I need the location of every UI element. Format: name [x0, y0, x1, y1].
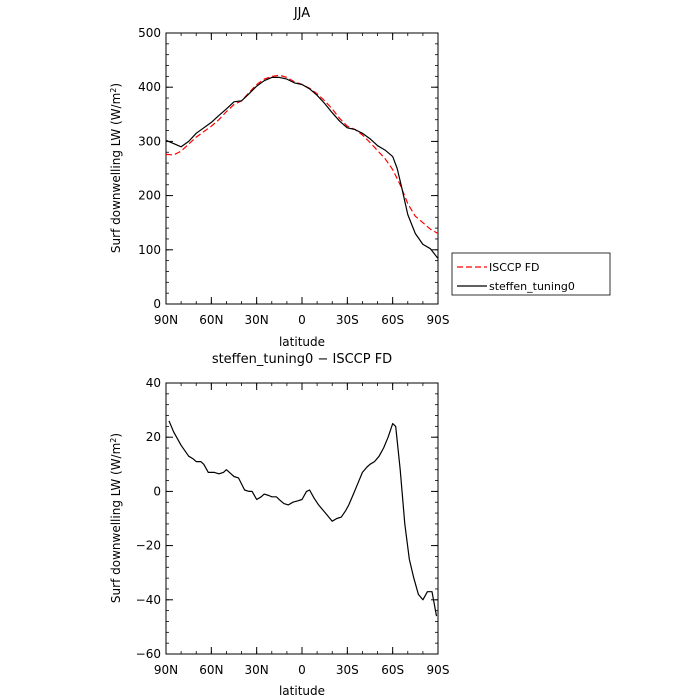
x-tick-label: 30S [336, 313, 359, 327]
series-line-steffen-tuning0 [165, 76, 439, 259]
upper-x-axis-label: latitude [279, 335, 325, 349]
lower-x-axis-label: latitude [279, 684, 325, 698]
upper-series-group [165, 74, 439, 259]
y-tick-label: 300 [138, 134, 161, 148]
x-tick-label: 90S [427, 663, 450, 677]
x-tick-label: 30N [245, 313, 269, 327]
upper-panel-title: JJA [293, 6, 310, 21]
legend-label-steffen: steffen_tuning0 [489, 280, 575, 293]
legend: ISCCP FD steffen_tuning0 [451, 252, 611, 296]
x-tick-label: 60N [199, 313, 223, 327]
lower-y-axis-label: Surf downwelling LW (W/m2) [109, 433, 124, 603]
y-tick-label: 0 [153, 297, 161, 311]
x-tick-label: 60S [381, 663, 404, 677]
y-tick-label: 500 [138, 26, 161, 40]
x-tick-label: 90S [427, 313, 450, 327]
upper-axis-ticks: 0 100 200 300 400 500 90N 60N 30N 0 30S 60S 90S [138, 26, 449, 327]
x-tick-label: 30N [245, 663, 269, 677]
x-tick-label: 0 [298, 313, 306, 327]
lower-series-group [168, 420, 438, 617]
y-tick-label: 400 [138, 80, 161, 94]
y-tick-label: 40 [146, 376, 161, 390]
upper-y-axis-label: Surf downwelling LW (W/m2) [109, 83, 124, 253]
legend-frame [451, 252, 611, 296]
x-tick-label: 30S [336, 663, 359, 677]
legend-label-isccp: ISCCP FD [489, 261, 540, 274]
y-tick-label: −20 [136, 539, 161, 553]
x-tick-label: 90N [154, 663, 178, 677]
y-tick-label: 0 [153, 484, 161, 498]
x-tick-label: 60S [381, 313, 404, 327]
x-tick-label: 0 [298, 663, 306, 677]
x-tick-label: 90N [154, 313, 178, 327]
lower-axis-ticks: −60 −40 −20 0 20 40 90N 60N 30N 0 30S 60S 90S [136, 376, 450, 677]
lower-panel: steffen_tuning0 − ISCCP FD −60 −40 −20 0 20 4… [109, 352, 450, 698]
y-tick-label: 200 [138, 189, 161, 203]
y-tick-label: −60 [136, 647, 161, 661]
x-tick-label: 60N [199, 663, 223, 677]
y-tick-label: 20 [146, 430, 161, 444]
series-line-difference [168, 420, 438, 617]
y-tick-label: 100 [138, 243, 161, 257]
y-tick-label: −40 [136, 593, 161, 607]
lower-panel-title: steffen_tuning0 − ISCCP FD [212, 352, 392, 367]
